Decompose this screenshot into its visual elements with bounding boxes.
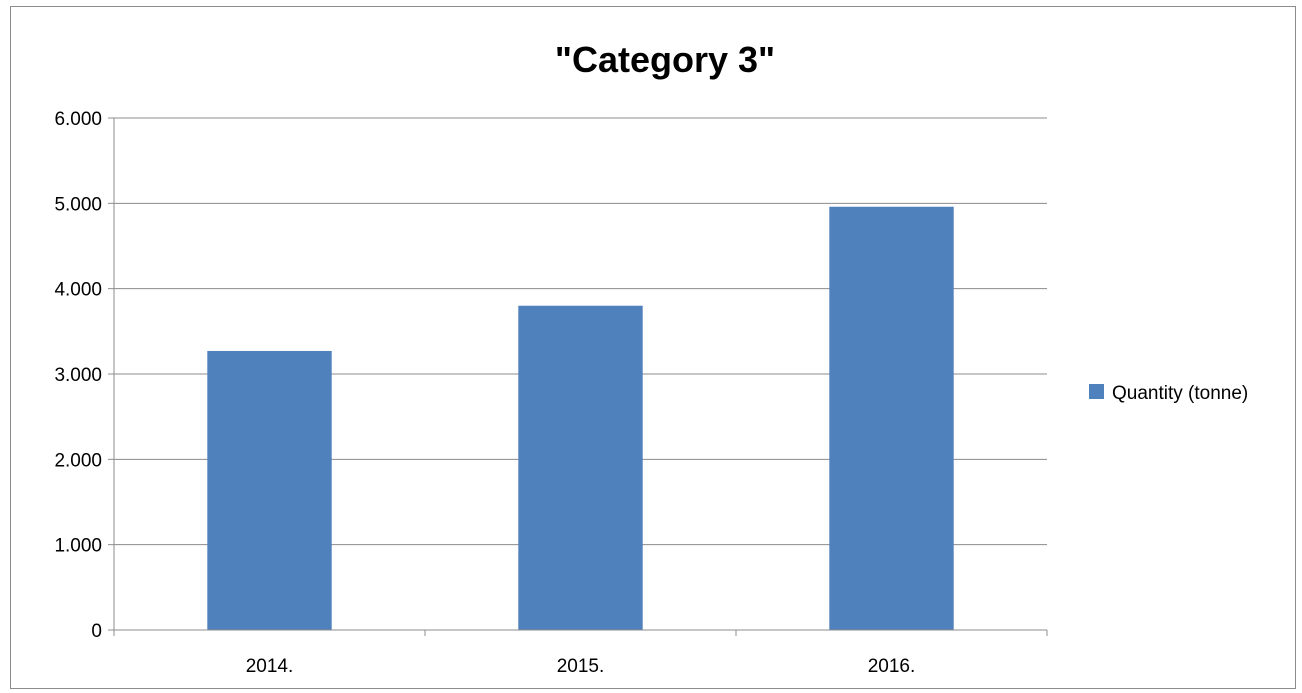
- bar: [207, 350, 332, 630]
- legend: Quantity (tonne): [1089, 383, 1248, 404]
- axis-layer: 0 1.000 2.000 3.000 4.000 5.000 6.000 2014. 2015…: [54, 109, 1048, 677]
- bars-layer: [207, 206, 954, 630]
- y-tick-label: 3.000: [54, 365, 102, 386]
- y-tick-label: 1.000: [54, 536, 102, 557]
- legend-label: Quantity (tonne): [1112, 383, 1248, 404]
- y-tick-label: 2.000: [54, 450, 102, 471]
- x-tick-label: 2015.: [557, 656, 605, 677]
- x-tick-label: 2014.: [246, 656, 294, 677]
- y-tick-label: 0: [91, 621, 102, 642]
- y-tick-label: 6.000: [54, 109, 102, 130]
- chart-title: "Category 3": [555, 39, 775, 80]
- legend-swatch: [1089, 384, 1104, 399]
- y-tick-label: 4.000: [54, 280, 102, 301]
- x-tick-label: 2016.: [868, 656, 916, 677]
- y-tick-label: 5.000: [54, 194, 102, 215]
- bar: [829, 206, 954, 630]
- bar: [518, 305, 643, 630]
